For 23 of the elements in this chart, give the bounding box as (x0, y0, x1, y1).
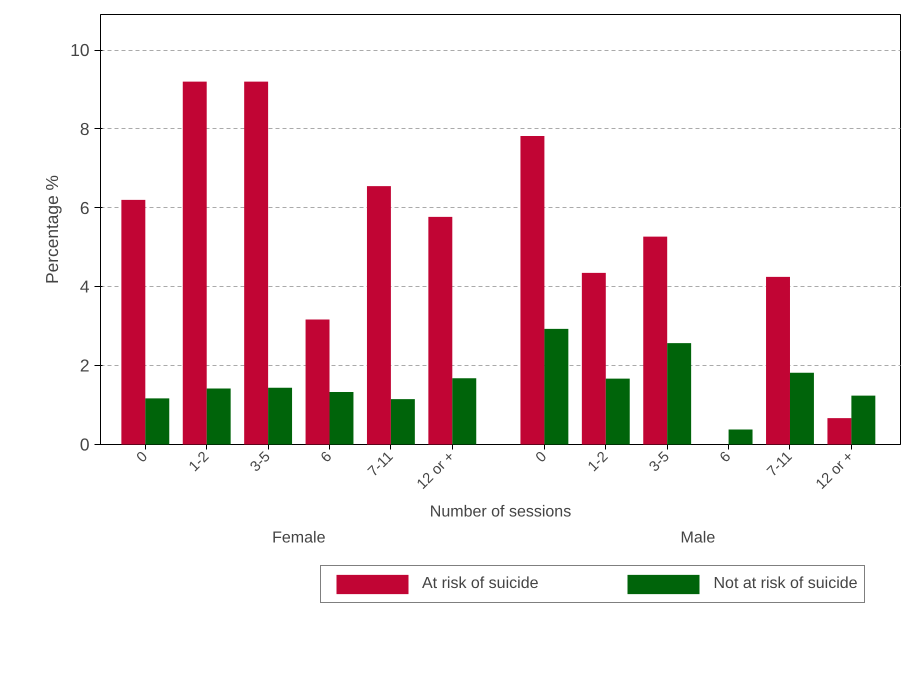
legend-label: At risk of suicide (422, 575, 538, 593)
x-tick-label: 3-5 (247, 448, 274, 476)
y-tick-label: 2 (80, 356, 90, 376)
text: Female (272, 530, 326, 546)
x-tick-label: 7-11 (365, 448, 397, 480)
x-tick-label: 6 (717, 448, 734, 466)
x-tick-label: 7-11 (764, 448, 796, 480)
x-tick-label: 0 (532, 448, 550, 466)
y-tick-label: 10 (70, 40, 90, 60)
x-tick-label: 6 (318, 448, 336, 466)
y-tick-label: 8 (80, 118, 90, 139)
text: Male (680, 530, 716, 546)
x-tick-label: 1-2 (186, 448, 212, 476)
y-tick-label: 6 (80, 198, 90, 218)
x-tick-label: 12 or + (813, 448, 858, 493)
x-tick-label: 0 (134, 448, 151, 466)
y-tick-label: 4 (80, 276, 90, 297)
legend-label: Not at risk of suicide (713, 575, 858, 593)
x-tick-label: 1-2 (585, 448, 612, 476)
x-tick-label: 12 or + (414, 448, 458, 493)
y-axis-title: Percentage % (42, 175, 62, 284)
x-tick-label: 3-5 (646, 448, 673, 476)
x-axis-title: Number of sessions (430, 503, 572, 520)
